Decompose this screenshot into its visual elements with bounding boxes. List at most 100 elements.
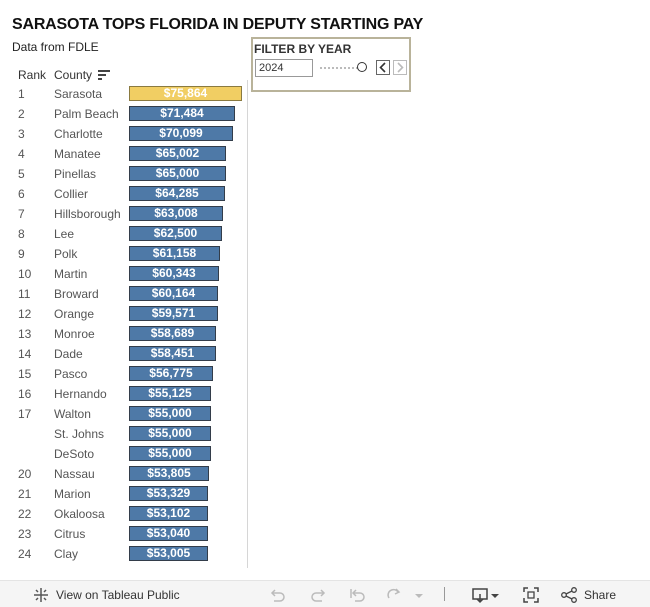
table-row[interactable]: 23 Citrus $53,040 [0,524,250,544]
table-row[interactable]: 4 Manatee $65,002 [0,144,250,164]
county-cell: St. Johns [54,427,105,441]
download-dropdown-caret-icon[interactable] [489,586,501,604]
table-row[interactable]: 24 Clay $53,005 [0,544,250,564]
previous-year-button[interactable] [376,60,390,75]
toolbar-separator [444,587,445,601]
salary-bar[interactable]: $55,000 [129,426,211,441]
table-row[interactable]: 5 Pinellas $65,000 [0,164,250,184]
table-row[interactable]: 20 Nassau $53,805 [0,464,250,484]
salary-bar[interactable]: $62,500 [129,226,222,241]
county-cell: Monroe [54,327,95,341]
rank-cell: 7 [18,207,25,221]
share-button[interactable]: Share [560,586,616,604]
chevron-left-icon [379,62,386,73]
rank-cell: 17 [18,407,32,421]
salary-bar[interactable]: $53,005 [129,546,208,561]
salary-bar[interactable]: $58,451 [129,346,216,361]
county-cell: Manatee [54,147,101,161]
year-input[interactable] [255,59,313,77]
table-row[interactable]: 6 Collier $64,285 [0,184,250,204]
rank-cell: 10 [18,267,32,281]
county-column-header[interactable]: County [54,68,111,82]
salary-bar[interactable]: $55,125 [129,386,211,401]
table-row[interactable]: 14 Dade $58,451 [0,344,250,364]
table-row[interactable]: DeSoto $55,000 [0,444,250,464]
rank-cell: 1 [18,87,25,101]
refresh-icon[interactable] [385,586,403,604]
salary-bar[interactable]: $53,040 [129,526,208,541]
view-on-tableau-label: View on Tableau Public [56,588,180,602]
view-on-tableau-link[interactable]: View on Tableau Public [32,586,180,604]
table-row[interactable]: St. Johns $55,000 [0,424,250,444]
table-row[interactable]: 13 Monroe $58,689 [0,324,250,344]
revert-icon[interactable] [348,586,366,604]
county-cell: Pinellas [54,167,97,181]
salary-bar[interactable]: $58,689 [129,326,216,341]
salary-bar[interactable]: $60,343 [129,266,219,281]
table-row[interactable]: 11 Broward $60,164 [0,284,250,304]
rank-cell: 21 [18,487,32,501]
rank-cell: 3 [18,127,25,141]
table-row[interactable]: 16 Hernando $55,125 [0,384,250,404]
next-year-button[interactable] [393,60,407,75]
table-row[interactable]: 2 Palm Beach $71,484 [0,104,250,124]
salary-bar[interactable]: $59,571 [129,306,218,321]
download-icon[interactable] [471,586,489,604]
rank-cell: 5 [18,167,25,181]
table-row[interactable]: 10 Martin $60,343 [0,264,250,284]
salary-bar[interactable]: $56,775 [129,366,213,381]
fullscreen-icon[interactable] [522,586,540,604]
table-row[interactable]: 7 Hillsborough $63,008 [0,204,250,224]
rank-cell: 6 [18,187,25,201]
table-row[interactable]: 8 Lee $62,500 [0,224,250,244]
rank-cell: 22 [18,507,32,521]
year-slider-thumb[interactable] [357,62,367,72]
share-label: Share [584,588,617,602]
salary-bar[interactable]: $65,002 [129,146,226,161]
county-cell: Polk [54,247,78,261]
county-cell: Pasco [54,367,88,381]
year-slider-track[interactable] [320,67,362,69]
salary-bar[interactable]: $55,000 [129,406,211,421]
table-row[interactable]: 12 Orange $59,571 [0,304,250,324]
table-row[interactable]: 3 Charlotte $70,099 [0,124,250,144]
undo-icon[interactable] [268,586,286,604]
table-row[interactable]: 15 Pasco $56,775 [0,364,250,384]
salary-bar[interactable]: $53,102 [129,506,208,521]
redo-icon[interactable] [310,586,328,604]
salary-bar[interactable]: $64,285 [129,186,225,201]
rank-cell: 23 [18,527,32,541]
salary-bar[interactable]: $55,000 [129,446,211,461]
salary-bar[interactable]: $60,164 [129,286,218,301]
salary-bar[interactable]: $70,099 [129,126,233,141]
county-cell: Palm Beach [54,107,119,121]
rank-cell: 14 [18,347,32,361]
salary-bar[interactable]: $65,000 [129,166,226,181]
sort-icon[interactable] [98,70,111,80]
rank-cell: 11 [18,287,31,301]
rank-cell: 24 [18,547,32,561]
salary-bar[interactable]: $63,008 [129,206,223,221]
salary-bar[interactable]: $53,329 [129,486,208,501]
county-cell: Sarasota [54,87,103,101]
share-icon [561,587,577,603]
salary-bar[interactable]: $75,864 [129,86,242,101]
tableau-toolbar: View on Tableau Public Share [0,580,650,607]
salary-bar[interactable]: $61,158 [129,246,220,261]
table-row[interactable]: 21 Marion $53,329 [0,484,250,504]
table-row[interactable]: 9 Polk $61,158 [0,244,250,264]
filter-title: FILTER BY YEAR [254,42,352,56]
refresh-dropdown-caret-icon[interactable] [413,586,425,604]
rank-cell: 4 [18,147,25,161]
rank-cell: 16 [18,387,32,401]
table-row[interactable]: 17 Walton $55,000 [0,404,250,424]
salary-bar[interactable]: $53,805 [129,466,209,481]
tableau-logo-icon [34,588,48,602]
table-row[interactable]: 1 Sarasota $75,864 [0,84,250,104]
county-cell: Okaloosa [54,507,105,521]
bar-chart: 1 Sarasota $75,864 2 Palm Beach $71,484 3 Charl… [0,84,250,568]
county-cell: Orange [54,307,95,321]
salary-bar[interactable]: $71,484 [129,106,235,121]
county-cell: Martin [54,267,88,281]
table-row[interactable]: 22 Okaloosa $53,102 [0,504,250,524]
